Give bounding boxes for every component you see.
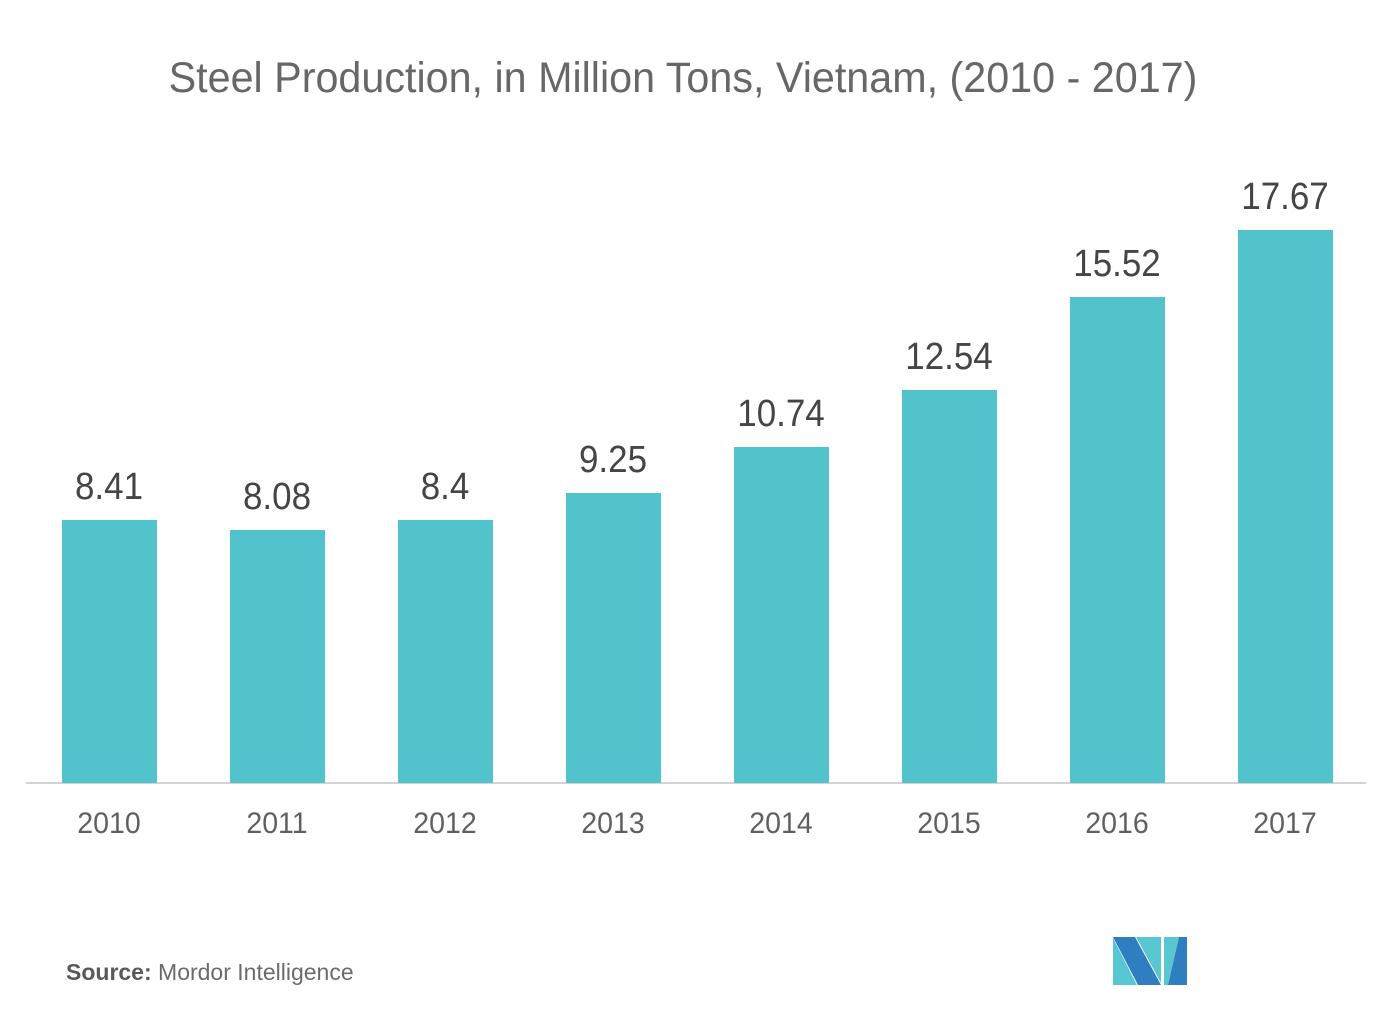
bar-2011 bbox=[229, 530, 325, 783]
source-text: Mordor Intelligence bbox=[151, 959, 354, 985]
bar-2015 bbox=[901, 390, 997, 783]
bar-2017 bbox=[1237, 230, 1333, 783]
x-axis-tick-label: 2017 bbox=[1253, 807, 1317, 840]
bar-value-label: 15.52 bbox=[1073, 243, 1161, 285]
x-axis-tick-label: 2013 bbox=[581, 807, 645, 840]
bar-value-label: 8.08 bbox=[242, 476, 312, 518]
bar-2010 bbox=[61, 520, 157, 783]
bar-2016 bbox=[1069, 297, 1165, 783]
logo-right-teal-shape bbox=[1164, 937, 1179, 985]
logo-left-upper-teal-triangle bbox=[1136, 937, 1161, 983]
mordor-intelligence-logo bbox=[1113, 937, 1187, 985]
bar-value-label: 17.67 bbox=[1241, 176, 1329, 218]
bar-2014 bbox=[733, 447, 829, 783]
bar-value-label: 10.74 bbox=[737, 393, 825, 435]
source-note: Source: Mordor Intelligence bbox=[66, 959, 354, 986]
bar-2013 bbox=[565, 493, 661, 783]
bar-value-label: 9.25 bbox=[578, 439, 648, 481]
bar-value-label: 8.4 bbox=[420, 466, 470, 508]
source-label: Source: bbox=[66, 959, 152, 985]
logo-right-blue-shape bbox=[1168, 937, 1187, 985]
logo-left-blue-band bbox=[1113, 937, 1161, 985]
x-axis-tick-label: 2010 bbox=[77, 807, 141, 840]
chart-title: Steel Production, in Million Tons, Vietn… bbox=[168, 54, 1198, 102]
x-axis-tick-label: 2015 bbox=[917, 807, 981, 840]
bar-value-label: 8.41 bbox=[74, 466, 144, 508]
x-axis-tick-label: 2016 bbox=[1085, 807, 1149, 840]
logo-left-teal-triangle bbox=[1113, 938, 1137, 985]
x-axis-line bbox=[26, 782, 1366, 784]
x-axis-tick-label: 2012 bbox=[413, 807, 477, 840]
x-axis-tick-label: 2014 bbox=[749, 807, 813, 840]
bar-value-label: 12.54 bbox=[905, 336, 993, 378]
x-axis-tick-label: 2011 bbox=[246, 807, 308, 840]
bar-2012 bbox=[397, 520, 493, 783]
